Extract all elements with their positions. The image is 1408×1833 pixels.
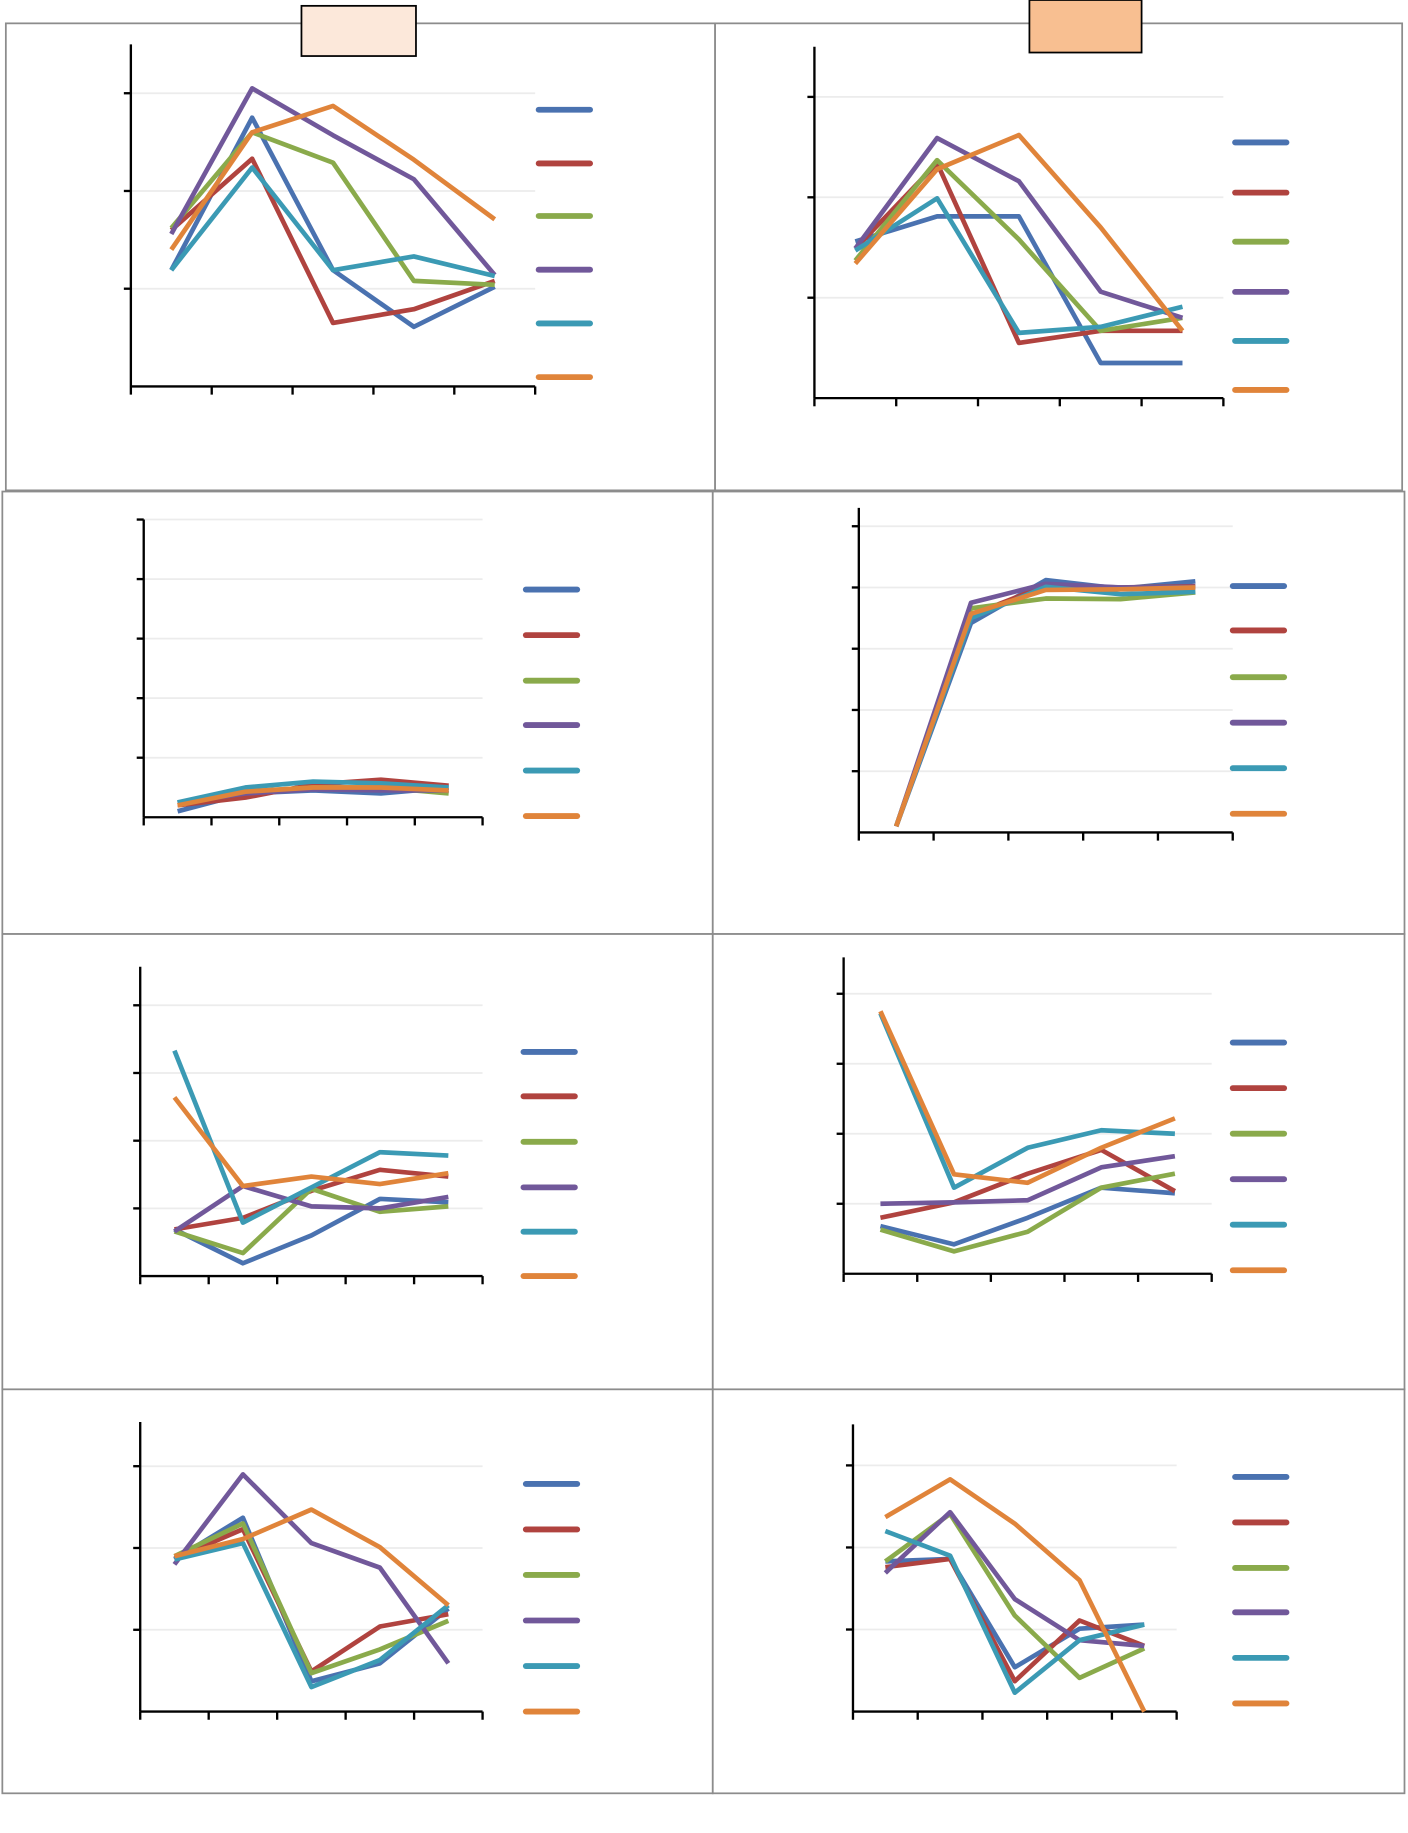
series-line-5 <box>878 1012 1176 1190</box>
panel-border <box>1 933 714 1391</box>
series-line-5 <box>169 165 496 279</box>
series-line-1 <box>879 1185 1176 1247</box>
series-line-4 <box>880 1153 1176 1207</box>
chart-panel-row2-right <box>711 490 1406 935</box>
series-line-4 <box>883 1509 1145 1649</box>
panel-border <box>711 490 1406 935</box>
series-line-1 <box>173 1196 449 1266</box>
series-line-4 <box>853 135 1184 321</box>
series-line-2 <box>177 777 449 808</box>
panel-border <box>1 1388 714 1795</box>
panel-border <box>1 490 714 935</box>
series-line-2 <box>169 156 496 326</box>
series-line-1 <box>173 1515 450 1684</box>
chart-panel-row1-right <box>714 0 1404 492</box>
series-line-5 <box>884 1528 1145 1696</box>
series-line-6 <box>853 132 1185 333</box>
series-line-5 <box>172 1049 449 1225</box>
header-box <box>1028 0 1143 54</box>
series-line-6 <box>172 1095 449 1189</box>
panel-border <box>714 22 1404 492</box>
series-line-3 <box>879 1171 1176 1254</box>
panel-border <box>4 22 716 492</box>
series-line-5 <box>177 779 449 805</box>
series-line-3 <box>169 129 495 288</box>
chart-panel-row4-right <box>711 1388 1406 1795</box>
series-line-4 <box>169 86 497 277</box>
series-line-3 <box>853 157 1183 334</box>
chart-panel-row1-left <box>4 4 716 492</box>
series-line-6 <box>177 785 449 808</box>
series-line-6 <box>173 1507 450 1608</box>
series-line-6 <box>878 1010 1176 1186</box>
series-line-5 <box>854 195 1184 336</box>
chart-panel-row2-left <box>1 490 714 935</box>
series-line-6 <box>169 103 497 251</box>
series-line-6 <box>884 1477 1147 1713</box>
chart-panel-row3-left <box>1 933 714 1391</box>
header-box <box>300 4 417 57</box>
chart-panel-row4-left <box>1 1388 714 1795</box>
panel-border <box>711 1388 1406 1795</box>
chart-panel-row3-right <box>711 933 1406 1391</box>
series-line-4 <box>172 1472 451 1665</box>
series-line-5 <box>173 1540 450 1690</box>
series-line-1 <box>854 214 1183 366</box>
series-line-4 <box>173 1183 449 1234</box>
series-line-6 <box>894 585 1196 828</box>
